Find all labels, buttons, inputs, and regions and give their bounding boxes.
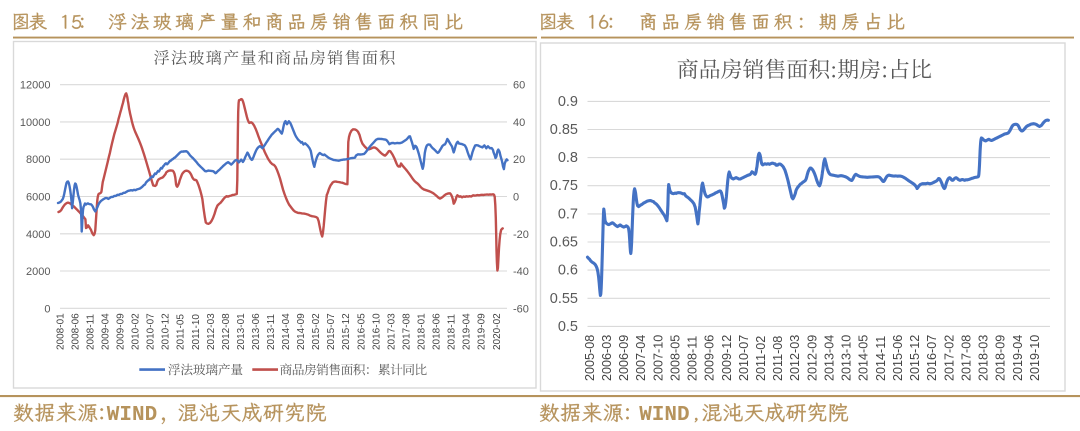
svg-text:2017-08: 2017-08 xyxy=(402,313,413,350)
svg-text:0.8: 0.8 xyxy=(558,150,578,166)
svg-text:WIND: WIND xyxy=(639,404,689,427)
svg-text:6000: 6000 xyxy=(26,192,50,204)
svg-text:-20: -20 xyxy=(513,229,529,241)
svg-text:2010-07: 2010-07 xyxy=(737,335,751,381)
svg-text:2010-07: 2010-07 xyxy=(146,313,157,350)
svg-text:2010-02: 2010-02 xyxy=(131,313,142,350)
svg-text:2014-09: 2014-09 xyxy=(296,313,307,350)
svg-text:2014-05: 2014-05 xyxy=(857,335,871,381)
svg-text:0.65: 0.65 xyxy=(550,235,578,251)
svg-text:40: 40 xyxy=(513,117,525,129)
svg-text:2018-11: 2018-11 xyxy=(447,314,458,350)
svg-text:2006-03: 2006-03 xyxy=(600,335,614,381)
svg-text:2018-09: 2018-09 xyxy=(994,335,1008,381)
svg-text:60: 60 xyxy=(513,80,525,92)
svg-text:2017-08: 2017-08 xyxy=(959,335,973,381)
svg-text:-40: -40 xyxy=(513,266,529,278)
svg-text:2018-03: 2018-03 xyxy=(977,335,991,381)
svg-text:2014-11: 2014-11 xyxy=(874,336,888,381)
svg-text:20: 20 xyxy=(513,154,525,166)
svg-text:2008-06: 2008-06 xyxy=(70,313,81,350)
svg-text:2018-06: 2018-06 xyxy=(432,313,443,350)
svg-text:0: 0 xyxy=(44,303,50,315)
svg-text:2008-05: 2008-05 xyxy=(668,335,682,381)
svg-text:2019-09: 2019-09 xyxy=(477,313,488,350)
svg-text:0.85: 0.85 xyxy=(550,122,578,138)
svg-text:2010-12: 2010-12 xyxy=(161,313,172,350)
svg-text:2012-09: 2012-09 xyxy=(805,335,819,381)
svg-text:2016-07: 2016-07 xyxy=(925,335,939,381)
svg-text:-60: -60 xyxy=(513,303,529,315)
svg-text:2017-03: 2017-03 xyxy=(386,313,397,350)
svg-text:2013-11: 2013-11 xyxy=(266,314,277,350)
svg-text:2014-04: 2014-04 xyxy=(281,313,292,350)
svg-text:0.55: 0.55 xyxy=(550,291,578,307)
svg-text:2011-02: 2011-02 xyxy=(754,336,768,381)
svg-text:2009-04: 2009-04 xyxy=(101,313,112,350)
svg-text:2013-01: 2013-01 xyxy=(236,313,247,350)
svg-text:0: 0 xyxy=(513,192,519,204)
svg-text:4000: 4000 xyxy=(26,229,50,241)
svg-text:2019-10: 2019-10 xyxy=(1028,335,1042,381)
svg-text:2008-11: 2008-11 xyxy=(85,314,96,350)
svg-text:2009-06: 2009-06 xyxy=(703,335,717,381)
svg-text:2015-07: 2015-07 xyxy=(326,313,337,350)
svg-text:2005-08: 2005-08 xyxy=(583,335,597,381)
svg-text:WIND: WIND xyxy=(107,404,157,427)
svg-text:2007-10: 2007-10 xyxy=(651,335,665,381)
svg-text:2015-12: 2015-12 xyxy=(908,335,922,381)
svg-text:2015-02: 2015-02 xyxy=(311,313,322,350)
svg-text:2012-03: 2012-03 xyxy=(788,335,802,381)
svg-text:12000: 12000 xyxy=(20,80,51,92)
svg-text:0.75: 0.75 xyxy=(550,178,578,194)
svg-text:2006-09: 2006-09 xyxy=(617,335,631,381)
svg-text:2020-02: 2020-02 xyxy=(492,313,503,350)
svg-text:2011-08: 2011-08 xyxy=(771,336,785,381)
svg-text:2011-10: 2011-10 xyxy=(191,314,202,350)
svg-text:10000: 10000 xyxy=(20,117,51,129)
svg-text:0.5: 0.5 xyxy=(558,319,578,335)
svg-text:2008-11: 2008-11 xyxy=(686,336,700,381)
svg-text:2019-04: 2019-04 xyxy=(1011,335,1025,381)
svg-text:0.6: 0.6 xyxy=(558,263,578,279)
svg-text:2016-05: 2016-05 xyxy=(356,313,367,350)
svg-text:2007-04: 2007-04 xyxy=(634,335,648,381)
svg-text:2012-08: 2012-08 xyxy=(221,313,232,350)
svg-text:2017-02: 2017-02 xyxy=(942,335,956,381)
svg-text:2013-10: 2013-10 xyxy=(840,335,854,381)
svg-text:2009-12: 2009-12 xyxy=(720,335,734,381)
svg-text:0.9: 0.9 xyxy=(558,94,578,110)
svg-text:2019-04: 2019-04 xyxy=(462,313,473,350)
svg-text:2013-04: 2013-04 xyxy=(823,335,837,381)
svg-text:2000: 2000 xyxy=(26,266,50,278)
svg-text:2016-10: 2016-10 xyxy=(371,313,382,350)
svg-text:2018-01: 2018-01 xyxy=(417,313,428,350)
svg-text:2008-01: 2008-01 xyxy=(55,313,66,350)
svg-text:2015-06: 2015-06 xyxy=(891,335,905,381)
svg-text:0.7: 0.7 xyxy=(558,206,578,222)
svg-text:2011-05: 2011-05 xyxy=(176,314,187,350)
svg-text:2009-09: 2009-09 xyxy=(116,313,127,350)
svg-text:2013-06: 2013-06 xyxy=(251,313,262,350)
svg-text:2015-12: 2015-12 xyxy=(341,313,352,350)
svg-text:8000: 8000 xyxy=(26,154,50,166)
svg-text:2012-03: 2012-03 xyxy=(206,313,217,350)
